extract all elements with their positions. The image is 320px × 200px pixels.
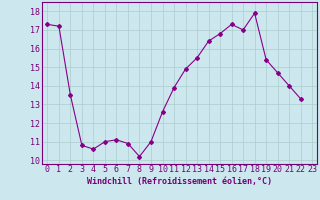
X-axis label: Windchill (Refroidissement éolien,°C): Windchill (Refroidissement éolien,°C) <box>87 177 272 186</box>
